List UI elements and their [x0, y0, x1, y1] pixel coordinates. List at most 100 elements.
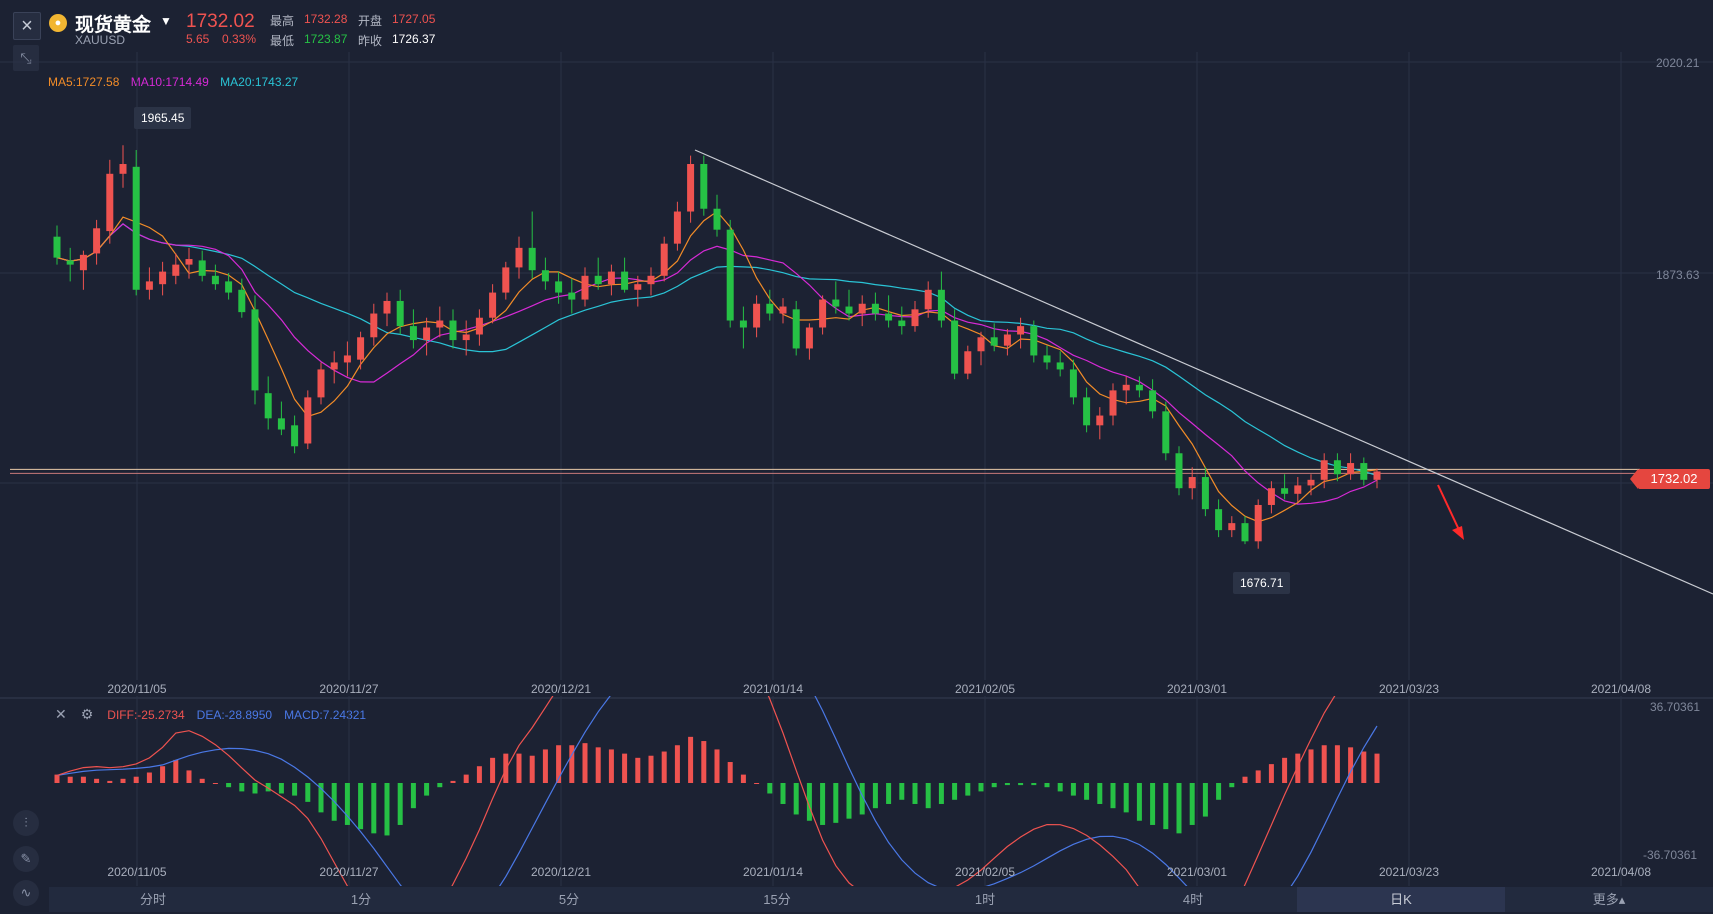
candle[interactable]	[713, 194, 721, 237]
candle[interactable]	[832, 281, 840, 314]
candle[interactable]	[1135, 376, 1143, 398]
candle[interactable]	[357, 331, 365, 370]
candle[interactable]	[185, 247, 193, 279]
candle[interactable]	[1003, 328, 1011, 356]
period-tab[interactable]: 更多▴	[1592, 892, 1626, 907]
candle[interactable]	[264, 376, 272, 430]
candle[interactable]	[977, 331, 985, 366]
candle[interactable]	[1162, 401, 1170, 461]
candle[interactable]	[145, 267, 153, 300]
candle[interactable]	[198, 250, 206, 282]
candle[interactable]	[845, 289, 853, 321]
candle[interactable]	[502, 261, 510, 300]
candle[interactable]	[1175, 446, 1183, 496]
candle[interactable]	[951, 309, 959, 380]
candle[interactable]	[462, 320, 470, 356]
candle[interactable]	[317, 362, 325, 405]
candle[interactable]	[211, 264, 219, 290]
candle[interactable]	[370, 303, 378, 346]
candle[interactable]	[132, 150, 140, 296]
candle[interactable]	[739, 306, 747, 349]
candle[interactable]	[990, 323, 998, 352]
macd-chart[interactable]	[0, 696, 1713, 886]
candle[interactable]	[436, 306, 444, 338]
candle[interactable]	[700, 155, 708, 216]
period-tab[interactable]: 4时	[1182, 892, 1204, 907]
candle[interactable]	[238, 278, 246, 318]
period-tab[interactable]: 日K	[1297, 887, 1505, 912]
draw-pen-icon[interactable]: ✎	[13, 846, 39, 872]
candle[interactable]	[858, 295, 866, 327]
candle[interactable]	[159, 261, 167, 296]
candle[interactable]	[1228, 516, 1236, 538]
candle[interactable]	[805, 323, 813, 360]
candle[interactable]	[673, 201, 681, 251]
candle[interactable]	[621, 257, 629, 293]
candle[interactable]	[119, 145, 127, 188]
candle[interactable]	[277, 401, 285, 436]
candle[interactable]	[647, 267, 655, 296]
close-icon[interactable]: ✕	[55, 706, 67, 722]
candle[interactable]	[1069, 359, 1077, 405]
candle[interactable]	[1030, 320, 1038, 363]
candle[interactable]	[1096, 407, 1104, 440]
candle[interactable]	[594, 257, 602, 290]
candle[interactable]	[66, 247, 74, 282]
candlestick-chart[interactable]	[0, 0, 1713, 700]
candle[interactable]	[423, 317, 431, 356]
candle[interactable]	[1188, 467, 1196, 500]
candle[interactable]	[1083, 387, 1091, 433]
candle[interactable]	[396, 289, 404, 335]
candle[interactable]	[1294, 477, 1302, 503]
candle[interactable]	[1122, 376, 1130, 405]
candle[interactable]	[343, 341, 351, 377]
candle[interactable]	[489, 284, 497, 324]
candle[interactable]	[1043, 345, 1051, 370]
period-tab[interactable]: 5分	[558, 892, 580, 907]
close-icon[interactable]: ×	[13, 12, 41, 40]
candle[interactable]	[1307, 474, 1315, 496]
candle[interactable]	[726, 219, 734, 328]
symbol-name[interactable]: 现货黄金	[75, 15, 152, 36]
candle[interactable]	[660, 236, 668, 282]
candle[interactable]	[766, 289, 774, 321]
candle[interactable]	[819, 295, 827, 335]
settings-icon[interactable]: ⚙	[80, 706, 94, 722]
candle[interactable]	[1267, 481, 1275, 514]
candle[interactable]	[792, 300, 800, 356]
candle[interactable]	[409, 309, 417, 349]
candle[interactable]	[911, 300, 919, 332]
candle[interactable]	[449, 309, 457, 349]
candle[interactable]	[1241, 516, 1249, 545]
candle[interactable]	[607, 264, 615, 296]
candle[interactable]	[106, 159, 114, 244]
candle[interactable]	[555, 271, 563, 304]
candle[interactable]	[871, 292, 879, 321]
candle[interactable]	[924, 281, 932, 318]
candle[interactable]	[172, 253, 180, 285]
candle[interactable]	[53, 225, 61, 265]
trend-line[interactable]	[694, 149, 1713, 595]
candle[interactable]	[528, 211, 536, 279]
line-chart-icon[interactable]: ∿	[13, 880, 39, 906]
candle[interactable]	[898, 306, 906, 335]
candle[interactable]	[1347, 453, 1355, 480]
candle[interactable]	[1320, 453, 1328, 489]
candle[interactable]	[1254, 499, 1262, 549]
candle[interactable]	[687, 155, 695, 223]
candle[interactable]	[251, 295, 259, 405]
candle[interactable]	[1281, 474, 1289, 500]
period-tab[interactable]: 1分	[350, 892, 372, 907]
candle[interactable]	[753, 295, 761, 338]
candle[interactable]	[1201, 467, 1209, 517]
period-tab[interactable]: 1时	[974, 892, 996, 907]
candle[interactable]	[937, 271, 945, 328]
candle[interactable]	[1333, 453, 1341, 482]
indicator-icon[interactable]: ⫶	[13, 810, 39, 836]
candle[interactable]	[581, 267, 589, 307]
collapse-icon[interactable]: ⤡	[13, 45, 39, 71]
candle[interactable]	[1109, 383, 1117, 426]
period-tab[interactable]: 分时	[139, 892, 166, 907]
candle[interactable]	[515, 236, 523, 279]
candle[interactable]	[541, 257, 549, 290]
